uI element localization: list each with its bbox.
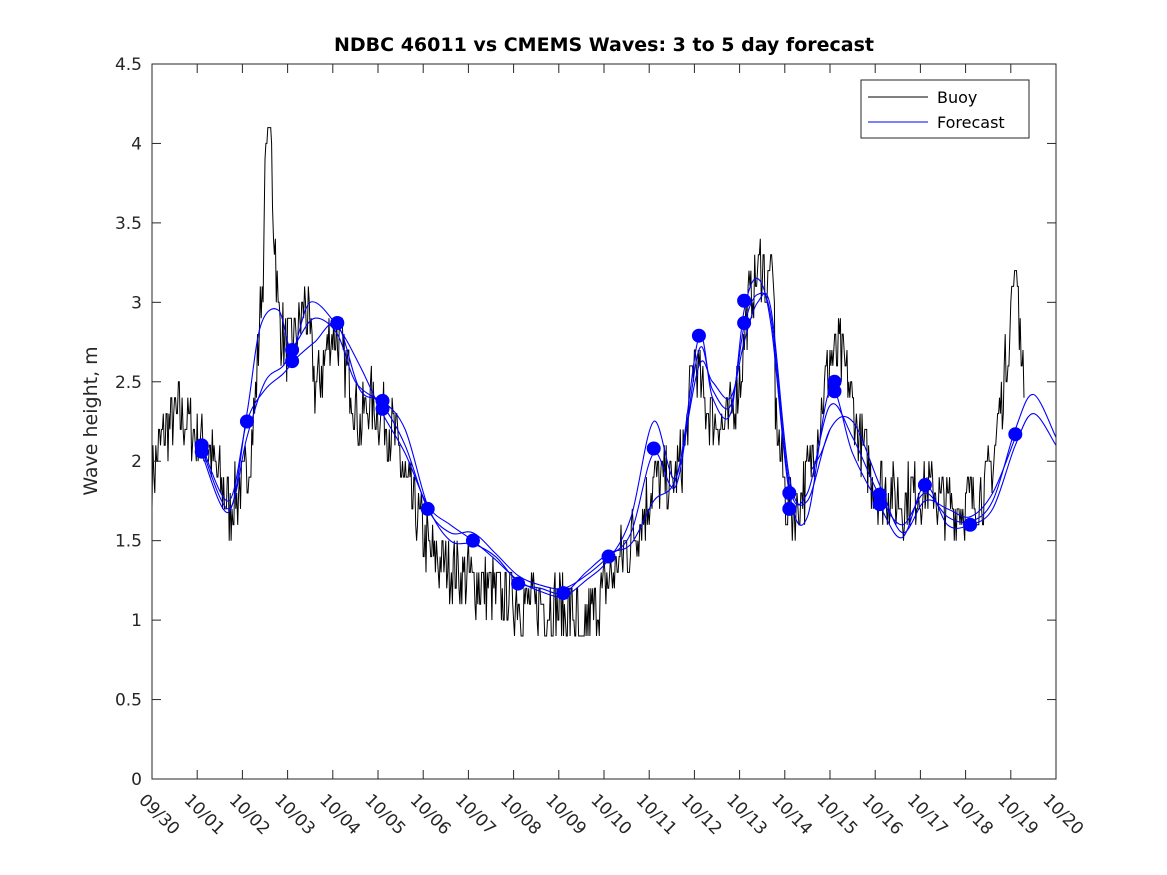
x-tick-label: 10/16 (858, 790, 907, 839)
x-tick-label: 10/19 (993, 790, 1042, 839)
forecast-marker (285, 354, 300, 369)
x-tick-label: 10/17 (903, 790, 952, 839)
forecast-marker (737, 293, 752, 308)
forecast-marker (646, 441, 661, 456)
x-tick-label: 10/14 (767, 790, 816, 839)
forecast-marker (782, 501, 797, 516)
x-tick-label: 10/20 (1038, 790, 1087, 839)
forecast-marker (465, 533, 480, 548)
y-axis: 0 0.5 1 1.5 2 2.5 3 3.5 4 4.5 (115, 55, 1056, 790)
forecast-marker (375, 401, 390, 416)
legend-box (860, 79, 1030, 139)
x-tick-label: 10/13 (722, 790, 771, 839)
forecast-marker (511, 576, 526, 591)
chart-title: NDBC 46011 vs CMEMS Waves: 3 to 5 day fo… (334, 34, 874, 56)
forecast-marker (330, 315, 345, 330)
forecast-marker (691, 328, 706, 343)
y-tick-label: 1.5 (115, 532, 142, 552)
forecast-marker (827, 384, 842, 399)
forecast-marker (194, 444, 209, 459)
x-tick-label: 10/06 (406, 790, 455, 839)
y-axis-label: Wave height, m (80, 346, 102, 495)
y-tick-label: 4 (131, 134, 142, 154)
plot-area (151, 127, 1057, 637)
y-tick-label: 4.5 (115, 55, 142, 75)
legend: Buoy Forecast (860, 79, 1030, 139)
x-tick-label: 10/15 (812, 790, 861, 839)
x-tick-label: 10/02 (225, 790, 274, 839)
x-tick-label: 10/03 (270, 790, 319, 839)
legend-forecast-label: Forecast (937, 113, 1005, 132)
forecast-series-line-short (811, 429, 831, 470)
forecast-series-line-1 (201, 277, 1057, 598)
forecast-marker (872, 497, 887, 512)
y-tick-label: 1 (131, 611, 142, 631)
forecast-marker (556, 586, 571, 601)
x-tick-label: 09/30 (134, 790, 183, 839)
y-tick-label: 3.5 (115, 214, 142, 234)
x-axis: 09/3010/0110/0210/0310/0410/0510/0610/07… (134, 64, 1087, 839)
y-tick-label: 0 (131, 770, 142, 790)
y-tick-label: 3 (131, 293, 142, 313)
y-tick-label: 2 (131, 452, 142, 472)
forecast-marker (737, 315, 752, 330)
x-tick-label: 10/10 (586, 790, 635, 839)
forecast-marker (917, 478, 932, 493)
forecast-marker (239, 414, 254, 429)
forecast-marker (1008, 427, 1023, 442)
x-tick-label: 10/01 (180, 790, 229, 839)
x-tick-label: 10/11 (632, 790, 681, 839)
forecast-marker (420, 501, 435, 516)
legend-buoy-label: Buoy (937, 88, 977, 107)
buoy-series-line (151, 127, 1025, 637)
x-tick-label: 10/09 (541, 790, 590, 839)
plot-frame (151, 63, 1057, 780)
x-tick-label: 10/07 (451, 790, 500, 839)
x-tick-label: 10/08 (496, 790, 545, 839)
y-tick-label: 0.5 (115, 691, 142, 711)
y-tick-label: 2.5 (115, 373, 142, 393)
x-tick-label: 10/05 (360, 790, 409, 839)
forecast-marker (782, 486, 797, 500)
x-tick-label: 10/04 (315, 790, 364, 839)
forecast-series-line-2 (201, 292, 1016, 595)
forecast-marker (963, 517, 978, 532)
x-tick-label: 10/18 (948, 790, 997, 839)
forecast-marker (601, 549, 616, 564)
x-tick-label: 10/12 (677, 790, 726, 839)
